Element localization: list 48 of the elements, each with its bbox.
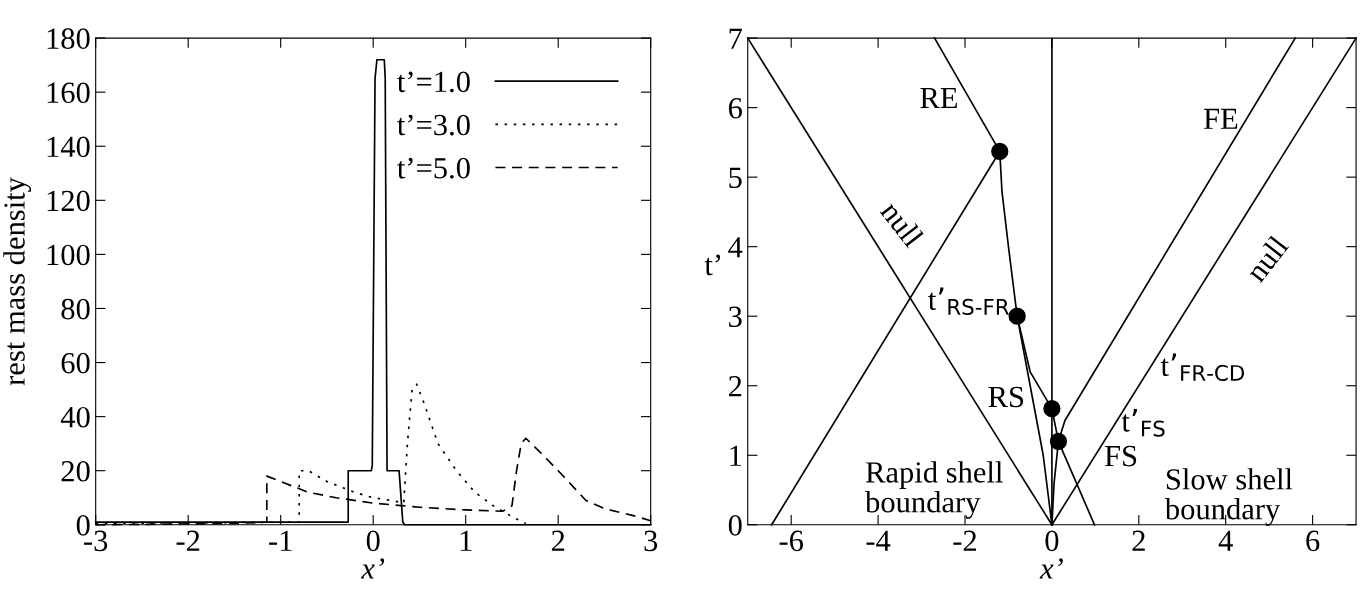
y-tick-label: 7 [729,28,743,49]
x-tick-label: 0 [1045,530,1059,552]
legend-label: t’=3.0 [397,114,470,136]
x-tick-label: 4 [1218,530,1233,551]
annotation: FS [1104,445,1137,467]
y-tick-label: 60 [61,352,90,374]
annotation: FE [1203,108,1238,129]
annotation: t’$_{RS-FR}$ [928,287,1010,315]
y-tick-label: 6 [728,97,742,119]
annotation: Slow shell boundary [1164,468,1293,526]
annotation: null [1244,233,1290,284]
y-tick-label: 1 [730,445,742,466]
y-tick-label: 3 [729,306,742,328]
y-axis-title: t’ [704,254,721,276]
x-tick-label: -6 [779,530,804,552]
y-tick-label: 160 [47,82,90,104]
y-tick-label: 4 [728,237,743,258]
y-axis-title: rest mass density [3,177,32,386]
y-tick-label: 5 [729,167,742,189]
y-tick-label: 2 [728,376,742,397]
annotation: null [879,199,925,249]
annotation: Rapid shell boundary [865,461,1003,519]
y-tick-label: 120 [47,190,90,212]
x-tick-label: 2 [551,530,565,551]
x-tick-label: -1 [269,530,292,551]
legend-label: t’=5.0 [397,157,470,179]
y-tick-label: 20 [61,460,90,482]
x-axis-title: x’ [1039,558,1063,579]
x-tick-label: 6 [1306,530,1320,552]
y-tick-label: 80 [61,298,90,320]
annotation: t’$_{FS}$ [1121,409,1165,437]
x-tick-label: -2 [953,530,977,551]
y-tick-label: 40 [60,406,90,428]
y-tick-label: 0 [728,515,742,536]
x-axis-title: x’ [360,558,385,579]
y-tick-label: 180 [47,28,90,49]
x-tick-label: -4 [866,530,891,551]
legend-label: t’=1.0 [397,71,470,93]
annotation: RE [920,88,957,108]
y-tick-label: 140 [47,136,90,158]
x-tick-label: 0 [366,530,380,552]
x-tick-label: -2 [176,530,200,551]
x-tick-label: 2 [1132,530,1145,551]
annotation: t’$_{FR-CD}$ [1160,353,1245,382]
x-tick-label: 1 [460,530,472,551]
y-tick-label: 100 [47,244,90,266]
x-tick-label: 3 [644,530,658,552]
annotation: RS [988,386,1024,408]
